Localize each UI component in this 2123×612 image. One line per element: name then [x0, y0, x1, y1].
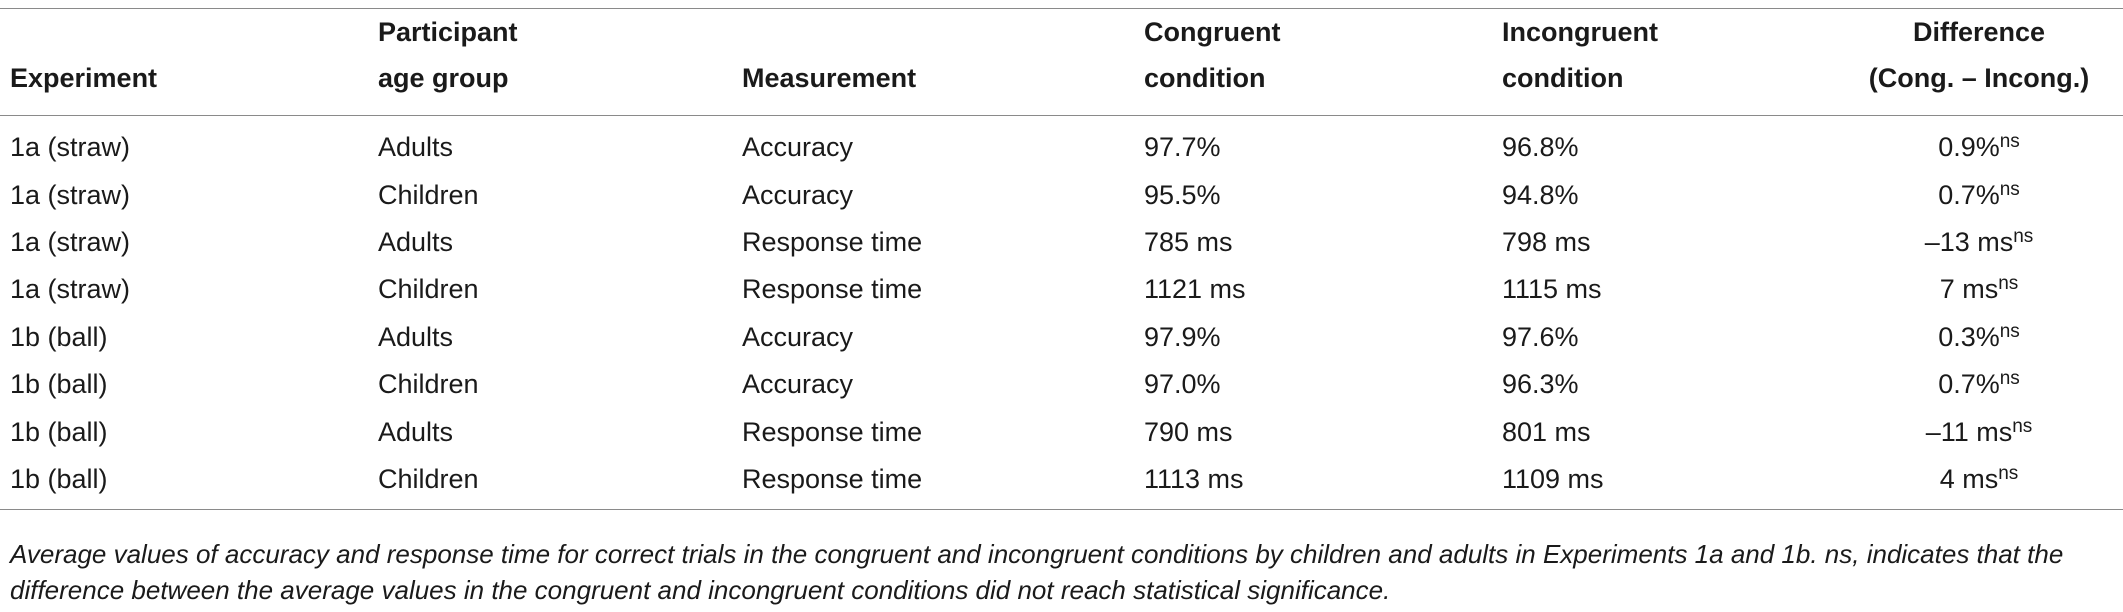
cell-congruent: 97.7% [1144, 132, 1221, 163]
results-table: Experiment Participant age group Measurem… [0, 8, 2123, 511]
cell-measurement: Accuracy [742, 179, 854, 210]
cell-age-group: Children [378, 369, 479, 400]
cell-experiment: 1a (straw) [10, 226, 131, 257]
cell-age-group: Adults [378, 321, 454, 352]
cell-measurement: Response time [742, 416, 923, 447]
cell-measurement: Response time [742, 226, 923, 257]
significance-marker: ns [1999, 178, 2020, 200]
table-row: 1b (ball) Children Response time 1113 ms… [0, 455, 2123, 511]
cell-congruent: 97.0% [1144, 369, 1221, 400]
difference-value: 0.7% [1938, 369, 2000, 400]
cell-measurement: Accuracy [742, 369, 854, 400]
cell-measurement: Response time [742, 455, 1144, 511]
difference-value: 0.7% [1938, 179, 2000, 210]
significance-marker: ns [1999, 368, 2020, 390]
cell-congruent: 1113 ms [1144, 455, 1502, 511]
cell-difference: 0.9%ns [1835, 116, 2123, 172]
cell-congruent: 785 ms [1144, 226, 1233, 257]
cell-difference: 4 msns [1835, 455, 2123, 511]
cell-congruent: 95.5% [1144, 179, 1221, 210]
cell-experiment: 1b (ball) [0, 455, 378, 511]
table-row: 1b (ball) Adults Accuracy 97.9% 97.6% 0.… [0, 314, 2123, 361]
cell-incongruent: 97.6% [1502, 321, 1579, 352]
cell-age-group: Children [378, 274, 479, 305]
header-incongruent: Incongruent condition [1502, 8, 1835, 116]
cell-incongruent: 96.3% [1502, 369, 1579, 400]
cell-difference: 0.7%ns [1835, 361, 2123, 408]
cell-age-group: Adults [378, 416, 454, 447]
difference-value: 0.9% [1938, 132, 2000, 163]
cell-incongruent: 801 ms [1502, 416, 1591, 447]
significance-marker: ns [2013, 225, 2034, 247]
table-row: 1a (straw) Adults Accuracy 97.7% 96.8% 0… [0, 116, 2123, 172]
significance-marker: ns [1998, 273, 2019, 295]
difference-value: –11 ms [1925, 416, 2013, 447]
table-row: 1b (ball) Children Accuracy 97.0% 96.3% … [0, 361, 2123, 408]
table-footnote: Average values of accuracy and response … [10, 539, 2064, 605]
header-experiment: Experiment [0, 8, 378, 116]
significance-marker: ns [1998, 462, 2019, 484]
table-header: Experiment Participant age group Measurem… [0, 8, 2123, 116]
header-row: Experiment Participant age group Measurem… [0, 8, 2123, 116]
header-difference: Difference (Cong. – Incong.) [1835, 8, 2123, 116]
cell-experiment: 1b (ball) [10, 369, 108, 400]
table-body: 1a (straw) Adults Accuracy 97.7% 96.8% 0… [0, 116, 2123, 511]
cell-incongruent: 94.8% [1502, 179, 1579, 210]
significance-marker: ns [1999, 320, 2020, 342]
header-congruent: Congruent condition [1144, 8, 1502, 116]
difference-value: 4 ms [1939, 463, 1999, 494]
cell-experiment: 1b (ball) [10, 321, 108, 352]
cell-difference: 7 msns [1835, 266, 2123, 313]
cell-difference: 0.3%ns [1835, 314, 2123, 361]
difference-value: –13 ms [1924, 226, 2014, 257]
cell-experiment: 1a (straw) [10, 132, 131, 163]
cell-incongruent: 96.8% [1502, 132, 1579, 163]
difference-value: 0.3% [1938, 321, 2000, 352]
cell-experiment: 1a (straw) [10, 179, 131, 210]
cell-experiment: 1a (straw) [10, 274, 131, 305]
cell-incongruent: 798 ms [1502, 226, 1591, 257]
cell-age-group: Adults [378, 132, 454, 163]
table-row: 1a (straw) Children Accuracy 95.5% 94.8%… [0, 171, 2123, 218]
table-row: 1a (straw) Children Response time 1121 m… [0, 266, 2123, 313]
cell-experiment: 1b (ball) [10, 416, 108, 447]
significance-marker: ns [2012, 415, 2033, 437]
cell-age-group: Adults [378, 226, 454, 257]
cell-measurement: Accuracy [742, 132, 854, 163]
table-row: 1b (ball) Adults Response time 790 ms 80… [0, 408, 2123, 455]
cell-difference: –11 msns [1835, 408, 2123, 455]
header-measurement: Measurement [742, 8, 1144, 116]
cell-incongruent: 1109 ms [1502, 455, 1835, 511]
difference-value: 7 ms [1939, 274, 1999, 305]
cell-congruent: 790 ms [1144, 416, 1233, 447]
cell-age-group: Children [378, 179, 479, 210]
cell-congruent: 97.9% [1144, 321, 1221, 352]
table-row: 1a (straw) Adults Response time 785 ms 7… [0, 219, 2123, 266]
cell-difference: 0.7%ns [1835, 171, 2123, 218]
cell-age-group: Children [378, 455, 742, 511]
cell-difference: –13 msns [1835, 219, 2123, 266]
significance-marker: ns [1999, 131, 2020, 153]
cell-measurement: Accuracy [742, 321, 854, 352]
cell-measurement: Response time [742, 274, 923, 305]
cell-congruent: 1121 ms [1144, 274, 1246, 305]
header-age-group: Participant age group [378, 8, 742, 116]
cell-incongruent: 1115 ms [1502, 274, 1602, 305]
